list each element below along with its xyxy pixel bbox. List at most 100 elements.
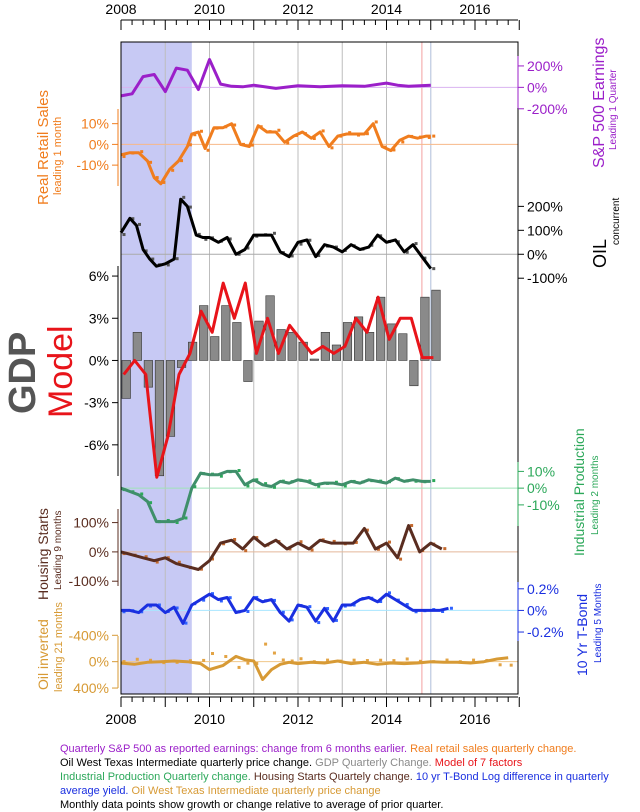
hs-label: Housing Starts [35,508,51,600]
caption-oi: Oil West Texas Intermediate quarterly pr… [128,785,381,797]
caption-hs: Housing Starts Quartely change. [250,771,413,783]
ip-label: Industrial Production [571,428,587,556]
tb-point [184,621,188,625]
caption-sp: Quarterly S&P 500 as reported earnings: … [60,743,408,755]
tb-point [202,598,206,602]
gdp-bar [243,360,253,382]
y-tick-label-ip: 10% [527,463,555,479]
ip-point [308,479,312,483]
y-tick-label-gdp: 0% [89,352,109,368]
oi-label: Oil inverted [35,619,51,690]
gdp-bar [132,332,142,361]
ip-point [272,485,276,489]
rs-point [193,133,197,137]
x-tick-label-top: 2008 [105,1,136,17]
caption-rs: Real retail sales quarterly change. [407,743,577,755]
rs-point [140,150,144,154]
model-label: Model [42,325,80,418]
rs-point [162,180,166,184]
ip-point [140,492,144,496]
hs-point [365,528,369,532]
rs-sublabel: leading 1 month [52,117,64,195]
y-tick-label-hs: 0% [89,544,109,560]
oi-point [472,658,476,662]
ip-point [237,469,241,473]
y-tick-label-gdp: 3% [89,310,109,326]
hs-point [255,536,259,540]
oi-point [272,651,276,655]
oil-point [144,249,148,253]
y-tick-label-ip: 0% [527,480,547,496]
sp-sublabel: Leading 1 Quarter [608,69,619,150]
gdp-bar [387,323,397,361]
oil-point [137,222,141,226]
oi-point [445,658,449,662]
tb-point [246,609,250,613]
tb-point [211,592,214,596]
oil-point [131,217,135,221]
tb-point [334,618,338,622]
oi-point [255,662,259,666]
gdp-bar [365,332,375,361]
oil-point [151,257,155,261]
y-tick-label-oil: 100% [527,222,563,238]
ip-point [246,484,250,488]
hs-point [443,547,447,551]
caption: Quarterly S&P 500 as reported earnings: … [60,742,620,812]
gdp-bar [287,332,297,361]
rs-point [233,123,237,127]
hs-point [410,524,414,528]
y-tick-label-oil: 0% [527,246,547,262]
oil-point [197,232,201,236]
y-tick-label-sp: 200% [527,58,563,74]
gdp-bar [420,296,430,361]
rs-label: Real Retail Sales [35,90,52,205]
rs-point [149,160,153,164]
y-tick-label-tb: 0% [527,602,547,618]
x-tick-label-top: 2010 [194,1,225,17]
y-tick-label-gdp: 6% [89,268,109,284]
rs-point [171,168,175,172]
ip-point [432,479,436,483]
oil-point [122,233,126,237]
x-tick-label-bottom: 2010 [194,711,225,727]
y-tick-label-ip: -10% [527,497,560,513]
tb-point [326,607,330,611]
axis-layer [112,19,524,707]
rs-point [250,143,254,147]
caption-note: Monthly data points show growth or chang… [60,799,444,811]
oil-point [414,242,418,246]
y-tick-label-hs: 100% [73,515,109,531]
x-tick-label-bottom: 2014 [371,711,402,727]
hs-point [155,560,159,564]
rs-point [277,128,281,132]
hs-point [376,547,380,551]
rs-point [365,132,369,136]
ip-point [175,520,179,524]
oi-point [405,657,409,661]
rs-point [374,120,378,124]
plot-frame [120,41,519,695]
tb-point [281,610,285,614]
y-tick-label-rs: 10% [81,116,109,132]
ip-point [317,484,321,488]
oi-point [211,652,214,656]
oi-point [509,663,513,667]
sp-line [120,58,431,98]
label-layer: 2008 2008 2010 2010 2012 2012 2014 2014 2016 2016… [2,1,622,727]
oil-point [299,242,303,246]
tb-point [228,596,232,600]
hs-point [244,549,248,553]
oil-point [204,237,208,241]
gdp-bar [121,360,131,399]
oi-point [224,655,228,659]
hs-point [388,540,391,544]
tb-label: 10 Yr T-Bond [574,594,590,676]
hs-point [233,537,237,541]
ip-sublabel: Leading 2 months [590,455,601,535]
x-tick-label-bottom: 2016 [459,711,490,727]
series-layer [119,58,513,681]
model-line [122,281,434,479]
y-tick-label-rs: 0% [89,136,109,152]
gdp-bar [221,305,231,361]
